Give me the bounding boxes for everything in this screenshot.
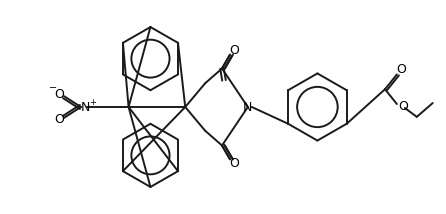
Text: −: − xyxy=(49,83,57,93)
Text: O: O xyxy=(54,88,64,101)
Text: N: N xyxy=(243,101,252,113)
Text: +: + xyxy=(89,98,96,107)
Text: O: O xyxy=(396,63,406,76)
Text: O: O xyxy=(229,44,239,57)
Text: O: O xyxy=(398,100,408,113)
Text: N: N xyxy=(81,101,91,113)
Text: O: O xyxy=(54,113,64,126)
Text: O: O xyxy=(229,157,239,170)
